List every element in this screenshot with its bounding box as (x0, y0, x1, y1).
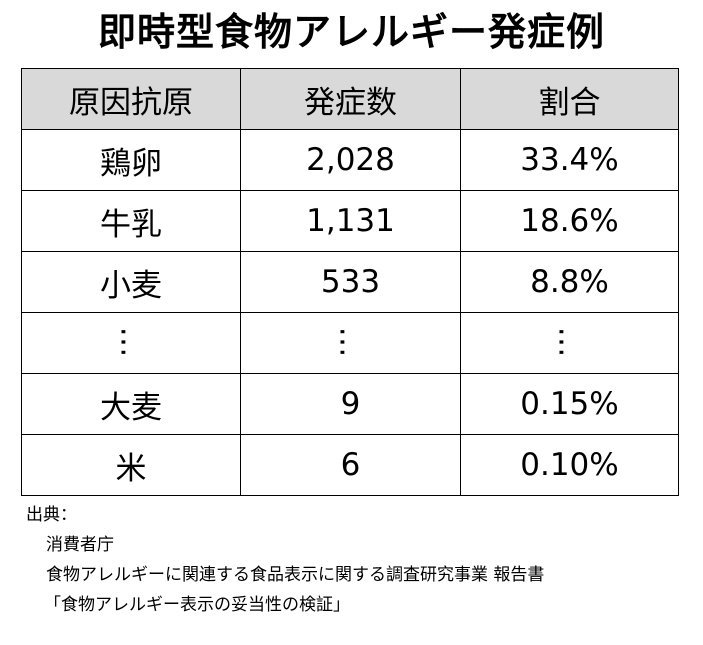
allergy-table: 原因抗原 発症数 割合 鶏卵 2,028 33.4% 牛乳 1,131 18.6… (21, 68, 679, 496)
cell-percentage: 0.15% (460, 373, 679, 435)
table-row: 大麦 9 0.15% (21, 373, 679, 435)
table-row: 牛乳 1,131 18.6% (21, 190, 679, 252)
cell-antigen: 大麦 (21, 373, 241, 435)
vertical-ellipsis: … (551, 326, 588, 360)
source-organization: 消費者庁 (46, 535, 114, 555)
vertical-ellipsis: … (332, 326, 369, 360)
table-row-ellipsis: … … … (21, 312, 679, 374)
source-report: 食物アレルギーに関連する食品表示に関する調査研究事業 報告書 (46, 565, 545, 585)
table-row: 米 6 0.10% (21, 434, 679, 496)
source-report-title: 「食物アレルギー表示の妥当性の検証」 (44, 595, 350, 615)
cell-percentage: 8.8% (460, 251, 679, 313)
table-row: 鶏卵 2,028 33.4% (21, 129, 679, 191)
cell-antigen: 鶏卵 (21, 129, 241, 191)
header-cause-antigen: 原因抗原 (21, 68, 241, 130)
cell-antigen: 牛乳 (21, 190, 241, 252)
vertical-ellipsis: … (113, 326, 149, 360)
cell-count: 9 (240, 373, 461, 435)
cell-percentage: 0.10% (460, 434, 679, 496)
cell-antigen: … (21, 312, 241, 374)
cell-antigen: 米 (21, 434, 241, 496)
header-percentage: 割合 (460, 68, 679, 130)
header-case-count: 発症数 (240, 68, 461, 130)
source-citation: 出典： 消費者庁 食物アレルギーに関連する食品表示に関する調査研究事業 報告書 … (26, 500, 544, 620)
cell-antigen: 小麦 (21, 251, 241, 313)
cell-count: 1,131 (240, 190, 461, 252)
cell-percentage: … (460, 312, 679, 374)
cell-count: 6 (240, 434, 461, 496)
cell-count: 533 (240, 251, 461, 313)
cell-count: 2,028 (240, 129, 461, 191)
cell-percentage: 33.4% (460, 129, 679, 191)
page-title: 即時型食物アレルギー発症例 (97, 10, 605, 54)
cell-count: … (240, 312, 461, 374)
source-label: 出典： (26, 505, 77, 525)
table-row: 小麦 533 8.8% (21, 251, 679, 313)
table-header-row: 原因抗原 発症数 割合 (21, 68, 679, 130)
cell-percentage: 18.6% (460, 190, 679, 252)
